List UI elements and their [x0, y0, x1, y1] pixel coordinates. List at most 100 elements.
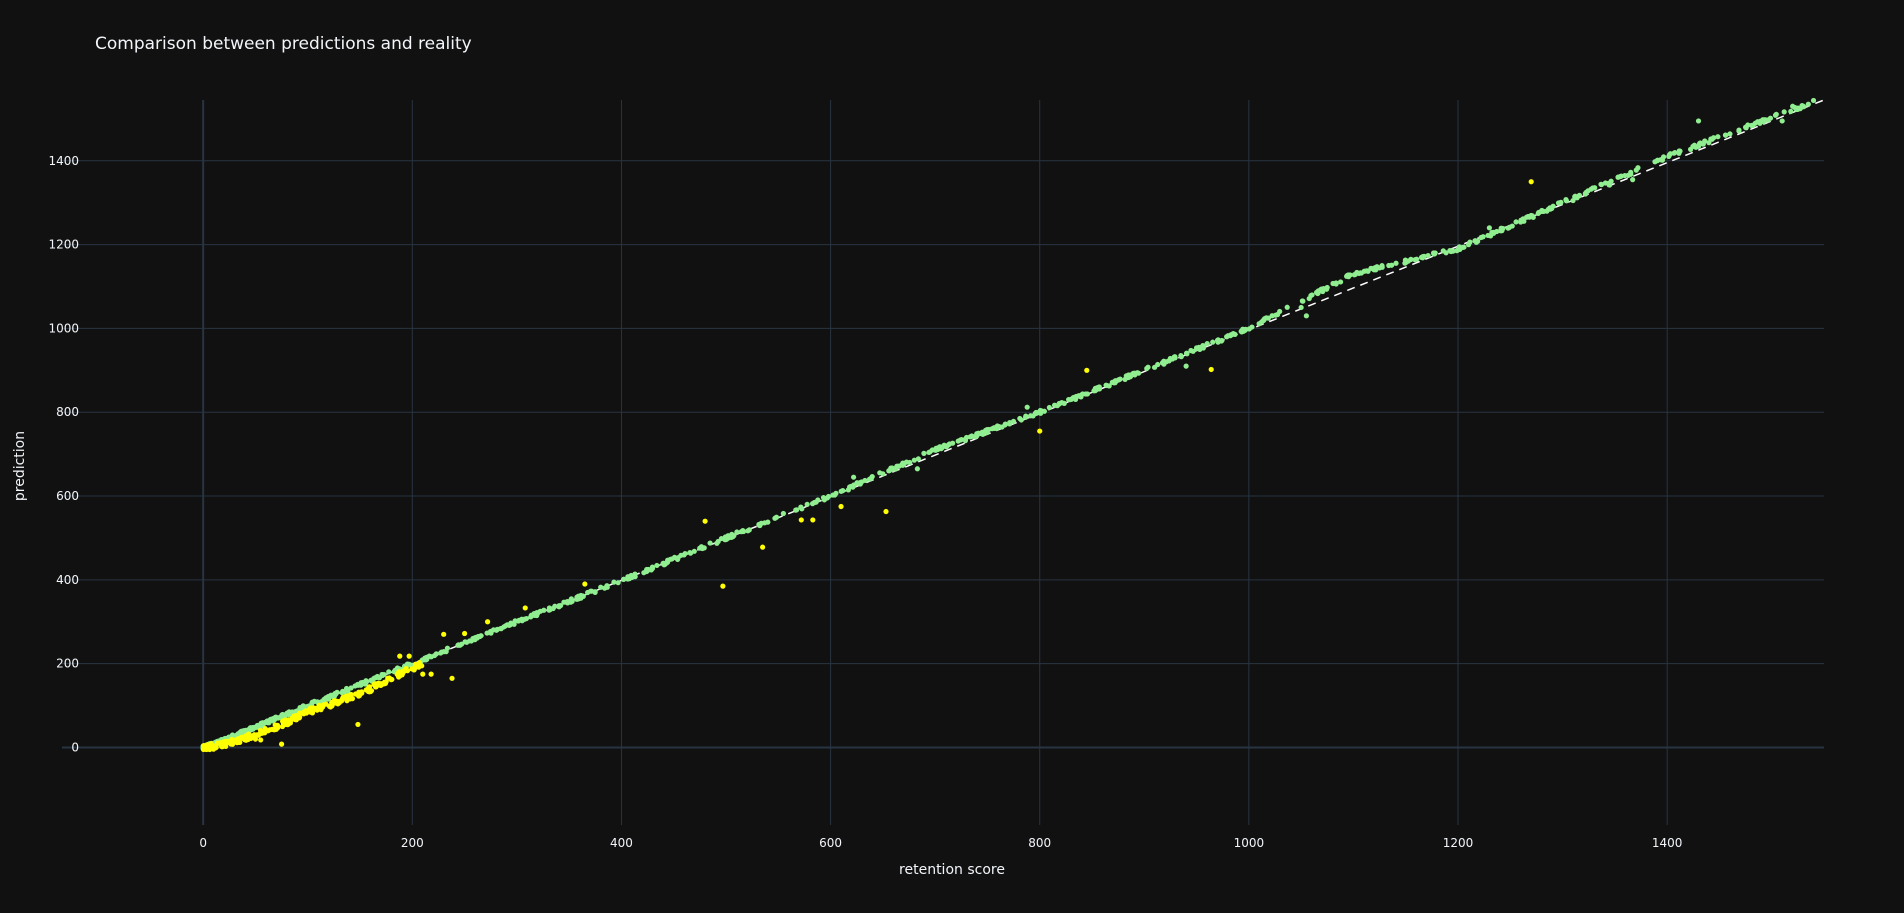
green-point [1408, 256, 1414, 263]
yellow-outlier-point [1528, 179, 1534, 185]
green-point [1315, 290, 1321, 296]
green-point [1715, 134, 1721, 140]
green-point [734, 529, 740, 535]
green-outlier-point [1779, 118, 1785, 124]
green-point [1094, 386, 1100, 393]
yellow-point [352, 691, 359, 697]
green-point [405, 661, 411, 667]
yellow-outlier-point [449, 675, 455, 681]
green-point [1550, 203, 1556, 209]
green-point [246, 727, 253, 733]
y-tick-label: 1200 [48, 238, 79, 252]
green-point [1539, 207, 1545, 214]
ticks-layer: 0 200 400 600 800 1000 1200 1400 0 200 400 600 800 10… [48, 154, 1682, 850]
green-point [1337, 279, 1344, 285]
yellow-point [231, 738, 237, 744]
green-point [352, 683, 358, 689]
green-point [297, 704, 303, 711]
green-outlier-point [1630, 177, 1636, 183]
green-point [1361, 268, 1367, 274]
green-point [832, 492, 838, 498]
yellow-point [329, 699, 335, 706]
green-point [648, 567, 654, 573]
green-point [580, 593, 586, 599]
green-outlier-point [1178, 353, 1184, 359]
green-point [641, 570, 647, 576]
green-point [1300, 298, 1306, 304]
green-point [373, 674, 379, 681]
green-point [962, 436, 968, 442]
green-point [1242, 327, 1248, 333]
green-point [845, 487, 851, 493]
y-tick-label: 0 [71, 740, 79, 754]
green-point [1352, 271, 1359, 277]
green-point [568, 596, 574, 602]
green-point [1602, 180, 1609, 186]
green-point [1036, 409, 1042, 415]
green-point [756, 522, 762, 528]
green-point [866, 476, 873, 482]
green-point [343, 685, 350, 692]
yellow-outlier-point [441, 631, 447, 637]
green-point [541, 607, 547, 613]
green-point [326, 695, 332, 701]
y-tick-label: 1400 [48, 154, 79, 168]
green-point [799, 506, 805, 512]
green-point [793, 507, 799, 513]
green-point [1246, 326, 1252, 332]
green-point [1155, 361, 1161, 368]
green-outlier-point [1790, 103, 1796, 109]
green-point [358, 682, 364, 688]
green-point [1465, 242, 1472, 248]
green-point [602, 585, 608, 591]
green-point [1224, 334, 1230, 340]
green-point [1030, 413, 1036, 419]
green-point [1498, 225, 1504, 231]
yellow-outlier-point [522, 605, 528, 611]
yellow-point [339, 696, 345, 702]
yellow-outlier-point [484, 619, 491, 625]
green-point [519, 618, 525, 624]
green-outlier-point [1607, 182, 1613, 188]
x-tick-label: 1000 [1234, 836, 1265, 850]
green-point [1723, 132, 1729, 138]
yellow-outlier-point [252, 736, 259, 742]
green-point [745, 528, 751, 534]
green-point [1615, 174, 1621, 180]
green-point [611, 579, 617, 585]
yellow-point [404, 668, 411, 674]
green-point [494, 626, 501, 632]
green-outlier-point [1193, 345, 1200, 352]
green-point [254, 722, 260, 729]
green-outlier-point [1742, 124, 1749, 130]
green-point [1691, 142, 1698, 148]
green-point [1161, 361, 1167, 367]
green-point [726, 533, 732, 539]
green-point [811, 499, 817, 506]
yellow-outlier-point [355, 721, 361, 728]
yellow-point [381, 679, 388, 685]
green-point [1563, 198, 1570, 204]
yellow-point [222, 739, 228, 745]
green-point [1130, 370, 1136, 376]
yellow-point [388, 677, 394, 683]
green-point [1513, 219, 1519, 225]
green-point [1265, 315, 1272, 321]
green-point [707, 540, 713, 546]
green-point [1402, 257, 1409, 263]
yellow-point [245, 731, 252, 737]
green-point [423, 657, 429, 663]
green-outlier-point [1183, 363, 1189, 369]
green-point [379, 672, 386, 679]
yellow-point [303, 710, 309, 716]
green-point [1389, 262, 1395, 268]
yellow-outlier-point [1037, 428, 1043, 434]
green-point [1046, 404, 1052, 411]
green-point [1273, 312, 1279, 318]
green-point [654, 562, 660, 569]
yellow-point [359, 690, 365, 696]
green-point [1421, 253, 1427, 259]
yellow-outlier-point [461, 630, 468, 637]
green-point [1788, 108, 1794, 114]
yellow-point [289, 716, 295, 722]
